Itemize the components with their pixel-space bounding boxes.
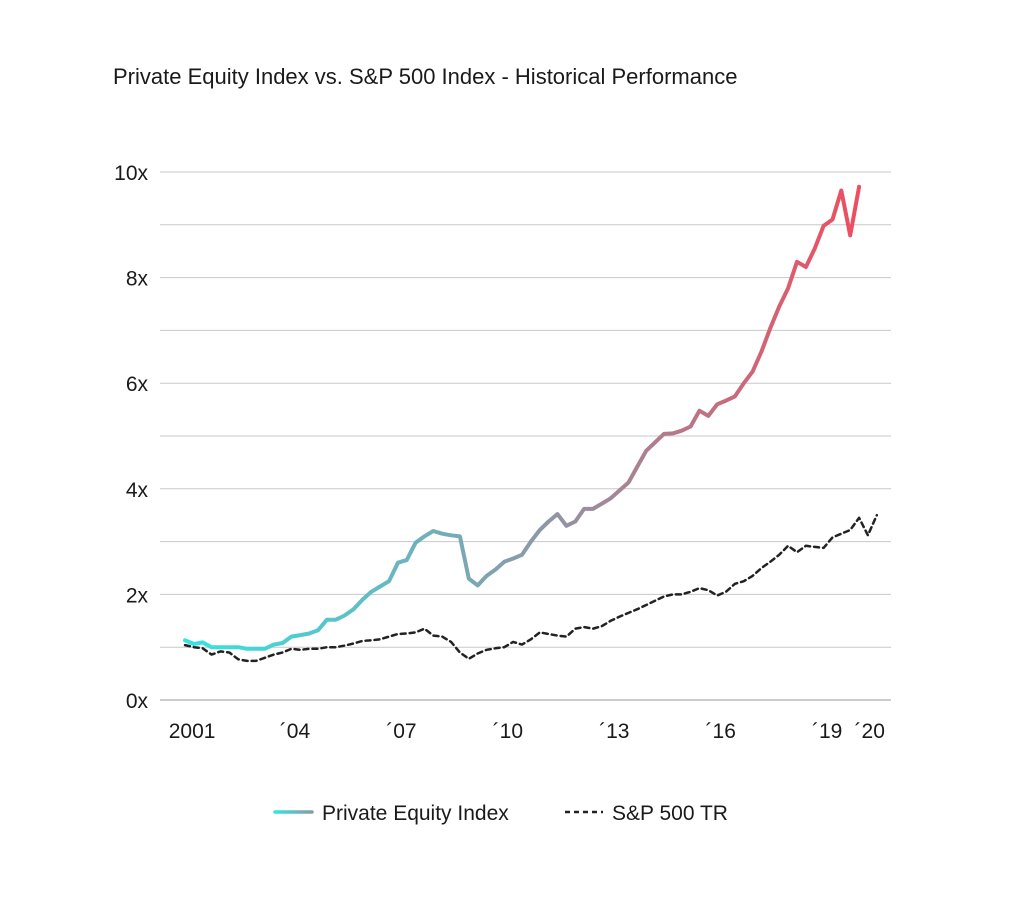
- y-tick-label: 6x: [126, 373, 149, 396]
- legend-label-private-equity: Private Equity Index: [322, 802, 509, 825]
- x-tick-label: ´07: [386, 720, 416, 743]
- x-tick-label: ´13: [599, 720, 629, 743]
- y-tick-label: 4x: [126, 479, 149, 502]
- series-line-sp500: [183, 513, 879, 663]
- x-tick-label: ´04: [280, 720, 311, 743]
- gridlines: [160, 171, 891, 701]
- legend-label-sp500: S&P 500 TR: [612, 802, 728, 825]
- series-lines: [183, 184, 879, 663]
- chart-title: Private Equity Index vs. S&P 500 Index -…: [113, 64, 738, 89]
- x-tick-label: ´19: [812, 720, 842, 743]
- y-tick-label: 8x: [126, 268, 149, 291]
- y-tick-label: 10x: [114, 162, 148, 185]
- y-axis: 0x 2x 4x 6x 8x 10x: [114, 162, 148, 713]
- x-axis: 2001 ´04 ´07 ´10 ´13 ´16 ´19 ´20: [169, 720, 885, 743]
- y-tick-label: 0x: [126, 690, 149, 713]
- x-tick-label: 2001: [169, 720, 216, 743]
- x-tick-label: ´20: [855, 720, 885, 743]
- legend: Private Equity Index S&P 500 TR: [273, 802, 728, 825]
- x-tick-label: ´16: [706, 720, 736, 743]
- x-tick-label: ´10: [493, 720, 523, 743]
- y-tick-label: 2x: [126, 584, 149, 607]
- series-line-private-equity: [183, 184, 862, 651]
